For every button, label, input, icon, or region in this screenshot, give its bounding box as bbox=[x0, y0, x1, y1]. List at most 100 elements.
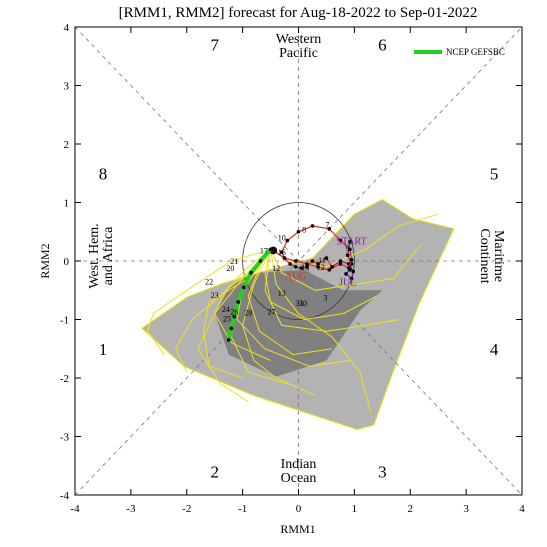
observed-jul-point-6 bbox=[349, 276, 354, 281]
phase-number-4: 4 bbox=[490, 340, 499, 359]
month-label-aug: AUG bbox=[285, 272, 307, 283]
ensemble-member-line-12 bbox=[242, 249, 316, 396]
x-tick-label-0: 0 bbox=[296, 503, 302, 515]
observed-day-label-8: 13 bbox=[278, 289, 286, 298]
observed-aug-point-12 bbox=[296, 229, 301, 234]
x-tick-label-4: 4 bbox=[519, 503, 525, 515]
x-tick-label--2: -2 bbox=[182, 503, 191, 515]
ensemble-member-line-6 bbox=[270, 243, 422, 291]
observed-day-label-2: 8 bbox=[302, 225, 306, 234]
phase-number-3: 3 bbox=[378, 463, 387, 482]
x-tick-label--1: -1 bbox=[238, 503, 247, 515]
observed-aug-point-4 bbox=[310, 259, 315, 263]
observed-jul-point-9 bbox=[338, 259, 343, 263]
observed-day-label-11: 18 bbox=[301, 263, 309, 272]
ensemble-mean-layer bbox=[226, 247, 273, 342]
y-tick-label--4: -4 bbox=[60, 490, 70, 502]
observed-aug-point-23 bbox=[293, 259, 298, 263]
observed-aug-point-20 bbox=[327, 267, 332, 272]
observed-aug-point-11 bbox=[285, 238, 290, 243]
y-tick-label-1: 1 bbox=[64, 198, 70, 210]
ensemble-mean-point-8 bbox=[226, 338, 231, 342]
y-tick-label--1: -1 bbox=[60, 315, 69, 327]
forecast-day-label-2: 21 bbox=[230, 257, 238, 266]
observed-aug-point-15 bbox=[338, 238, 343, 243]
phase-number-5: 5 bbox=[490, 164, 499, 183]
x-tick-label--4: -4 bbox=[70, 503, 80, 515]
observed-track-jul bbox=[331, 241, 354, 280]
observed-day-label-4: 10 bbox=[278, 234, 286, 243]
forecast-day-label-4: 23 bbox=[211, 291, 219, 300]
forecast-day-label-8: 27 bbox=[268, 307, 276, 316]
y-tick-label--2: -2 bbox=[60, 373, 69, 385]
observed-aug-point-13 bbox=[310, 224, 315, 228]
observed-aug-point-6 bbox=[299, 266, 304, 270]
legend-label-ncep-gefsbc: NCEP GEFSBC bbox=[446, 47, 505, 57]
observed-aug-point-21 bbox=[316, 265, 320, 269]
ensemble-member-line-14 bbox=[264, 249, 400, 332]
chart-title: [RMM1, RMM2] forecast for Aug-18-2022 to… bbox=[119, 5, 478, 21]
ensemble-mean-point-7 bbox=[229, 326, 234, 331]
observed-day-label-9: 16 bbox=[278, 248, 286, 257]
observed-day-label-10: 17 bbox=[260, 246, 268, 255]
observed-aug-point-22 bbox=[305, 262, 309, 266]
phase-number-6: 6 bbox=[378, 36, 387, 55]
x-tick-label--3: -3 bbox=[126, 503, 136, 515]
forecast-day-label-12: 31 bbox=[296, 299, 304, 308]
ensemble-mean-point-6 bbox=[232, 314, 237, 319]
phase-number-2: 2 bbox=[210, 463, 219, 482]
ensemble-member-line-11 bbox=[270, 249, 372, 414]
observed-aug-point-14 bbox=[327, 227, 332, 231]
region-label-indian-ocean: Indian Ocean bbox=[281, 457, 317, 486]
month-label-start: START bbox=[336, 237, 366, 248]
ensemble-member-line-5 bbox=[264, 249, 377, 321]
ensemble-member-line-8 bbox=[147, 248, 271, 355]
ensemble-mean-point-1 bbox=[268, 247, 273, 252]
observed-aug-point-16 bbox=[348, 247, 352, 252]
observed-aug-point-7 bbox=[293, 265, 298, 269]
observed-aug-point-17 bbox=[349, 258, 354, 262]
observed-jul-point-5 bbox=[344, 272, 348, 276]
observed-jul-point-7 bbox=[351, 269, 356, 274]
y-tick-label--3: -3 bbox=[60, 432, 70, 444]
forecast-day-label-3: 22 bbox=[205, 277, 213, 286]
observed-jul-point-1 bbox=[348, 239, 352, 244]
forecast-day-label-1: 20 bbox=[226, 264, 234, 273]
phase-guides bbox=[74, 26, 523, 496]
phase-number-1: 1 bbox=[99, 340, 108, 359]
ensemble-mean-line bbox=[226, 247, 273, 341]
y-tick-label-4: 4 bbox=[64, 22, 70, 34]
region-label-maritime-continent: MaritimeContinent bbox=[477, 228, 506, 283]
phase-number-8: 8 bbox=[99, 164, 108, 183]
observed-day-label-5: 11 bbox=[318, 256, 326, 265]
y-tick-label-3: 3 bbox=[64, 81, 70, 93]
month-label-jul: JUL bbox=[339, 277, 356, 288]
observed-track-layer bbox=[269, 224, 356, 281]
x-tick-label-3: 3 bbox=[463, 503, 469, 515]
observed-aug-point-19 bbox=[338, 262, 343, 266]
y-tick-label-2: 2 bbox=[64, 139, 70, 151]
ensemble-mean-point-3 bbox=[249, 270, 253, 275]
observed-aug-point-1 bbox=[330, 265, 334, 269]
observed-aug-point-10 bbox=[279, 250, 284, 255]
legend: NCEP GEFSBC bbox=[414, 47, 505, 57]
unit-circle bbox=[242, 202, 355, 320]
ensemble-mean-point-4 bbox=[241, 285, 246, 290]
phase-number-7: 7 bbox=[210, 36, 219, 55]
observed-aug-point-3 bbox=[316, 262, 320, 266]
ensemble-mean-point-2 bbox=[258, 259, 263, 263]
forecast-day-label-7: 26 bbox=[230, 307, 238, 316]
observed-aug-point-2 bbox=[324, 256, 329, 260]
x-axis-label: RMM1 bbox=[280, 522, 315, 536]
y-axis-label: RMM2 bbox=[38, 243, 52, 278]
forecast-day-label-6: 25 bbox=[223, 314, 231, 323]
region-label-west-hem-africa: West. Hem.and Africa bbox=[87, 223, 116, 288]
x-tick-label-2: 2 bbox=[408, 503, 414, 515]
observed-aug-point-18 bbox=[346, 266, 351, 270]
forecast-day-label-5: 24 bbox=[222, 305, 230, 314]
region-label-western-pacific: Western Pacific bbox=[276, 32, 322, 61]
ensemble-member-line-1 bbox=[175, 248, 271, 373]
observed-day-label-1: 7 bbox=[326, 221, 330, 230]
